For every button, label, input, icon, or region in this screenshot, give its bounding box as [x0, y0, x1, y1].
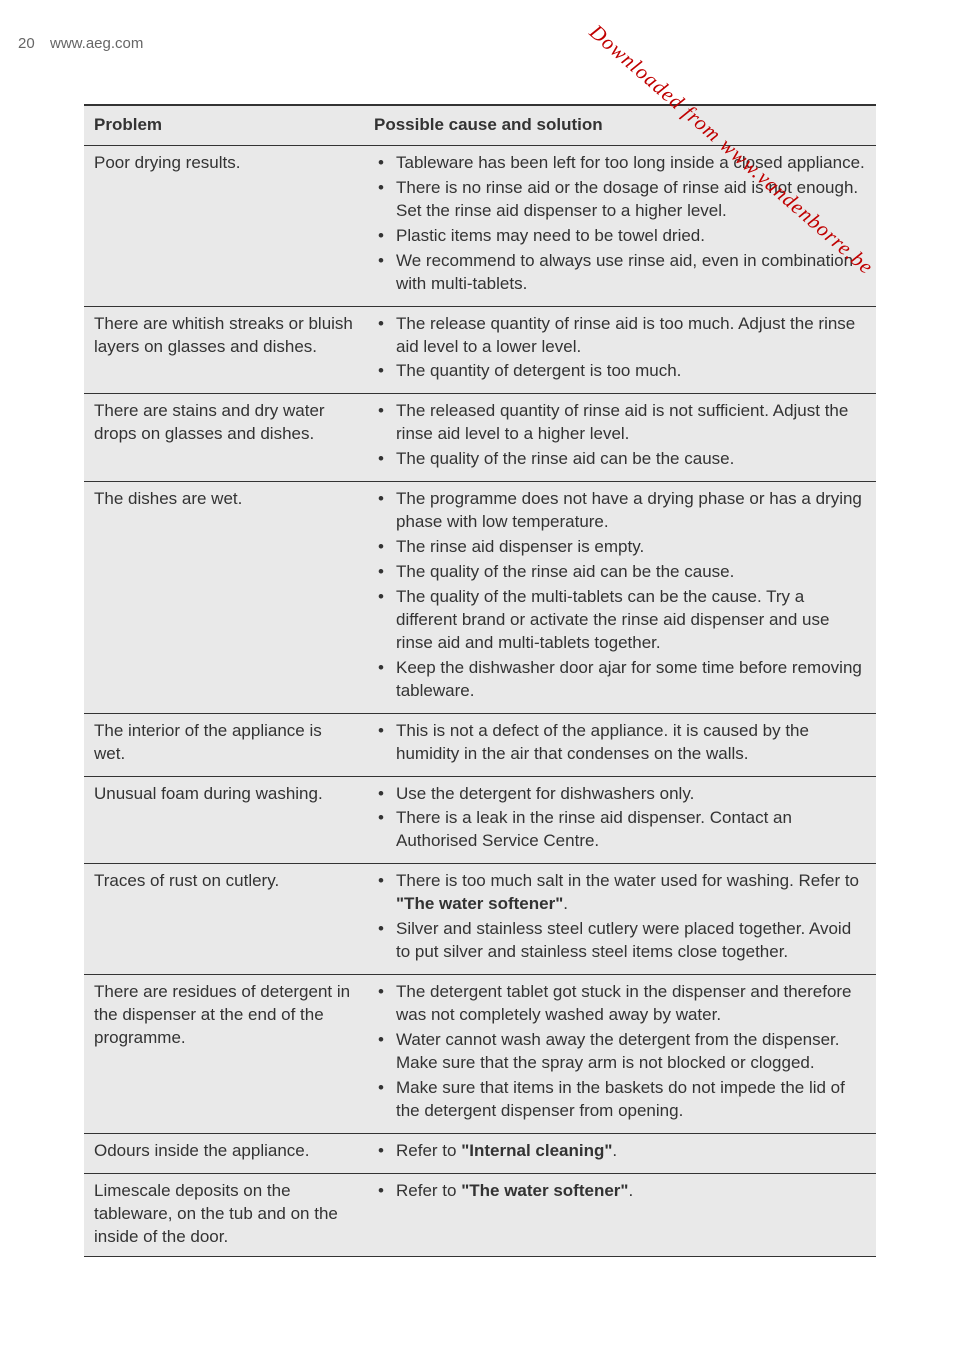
solution-item: Keep the dishwasher door ajar for some t…	[374, 657, 866, 703]
solution-item: Make sure that items in the baskets do n…	[374, 1077, 866, 1123]
table-row: Limescale deposits on the tableware, on …	[84, 1173, 876, 1258]
solution-item: The quality of the multi-tablets can be …	[374, 586, 866, 655]
solution-cell: Refer to "Internal cleaning".	[364, 1134, 876, 1173]
solution-item: The release quantity of rinse aid is too…	[374, 313, 866, 359]
solution-cell: Use the detergent for dishwashers only.T…	[364, 777, 876, 864]
problem-cell: The interior of the appliance is wet.	[84, 714, 364, 776]
solution-list: Refer to "The water softener".	[374, 1180, 866, 1203]
column-header-problem: Problem	[84, 106, 364, 145]
solution-item: There is too much salt in the water used…	[374, 870, 866, 916]
table-row: There are residues of detergent in the d…	[84, 974, 876, 1133]
problem-cell: There are stains and dry water drops on …	[84, 394, 364, 481]
problem-cell: The dishes are wet.	[84, 482, 364, 712]
table-row: Odours inside the appliance. Refer to "In…	[84, 1133, 876, 1173]
solution-cell: The released quantity of rinse aid is no…	[364, 394, 876, 481]
solution-list: The detergent tablet got stuck in the di…	[374, 981, 866, 1123]
solution-cell: The detergent tablet got stuck in the di…	[364, 975, 876, 1133]
solution-item: The released quantity of rinse aid is no…	[374, 400, 866, 446]
solution-item: The rinse aid dispenser is empty.	[374, 536, 866, 559]
solution-item: The programme does not have a drying pha…	[374, 488, 866, 534]
solution-item: The quality of the rinse aid can be the …	[374, 448, 866, 471]
troubleshooting-table: Problem Possible cause and solution Poor…	[84, 104, 876, 1257]
solution-item: Refer to "The water softener".	[374, 1180, 866, 1203]
problem-cell: Unusual foam during washing.	[84, 777, 364, 864]
table-row: There are stains and dry water drops on …	[84, 393, 876, 481]
solution-item: The quantity of detergent is too much.	[374, 360, 866, 383]
reference-link: "Internal cleaning"	[461, 1141, 612, 1160]
problem-cell: Odours inside the appliance.	[84, 1134, 364, 1173]
solution-cell: Tableware has been left for too long ins…	[364, 146, 876, 306]
solution-item: There is no rinse aid or the dosage of r…	[374, 177, 866, 223]
solution-cell: There is too much salt in the water used…	[364, 864, 876, 974]
problem-cell: Poor drying results.	[84, 146, 364, 306]
problem-cell: There are whitish streaks or bluish laye…	[84, 307, 364, 394]
solution-list: Refer to "Internal cleaning".	[374, 1140, 866, 1163]
reference-link: "The water softener"	[461, 1181, 628, 1200]
solution-list: The release quantity of rinse aid is too…	[374, 313, 866, 384]
solution-list: There is too much salt in the water used…	[374, 870, 866, 964]
solution-item: This is not a defect of the appliance. i…	[374, 720, 866, 766]
page-number: 20	[18, 34, 35, 54]
column-header-solution: Possible cause and solution	[364, 106, 876, 145]
solution-item: Refer to "Internal cleaning".	[374, 1140, 866, 1163]
reference-link: "The water softener"	[396, 894, 563, 913]
table-row: Traces of rust on cutlery.There is too m…	[84, 863, 876, 974]
solution-cell: The release quantity of rinse aid is too…	[364, 307, 876, 394]
solution-item: We recommend to always use rinse aid, ev…	[374, 250, 866, 296]
table-row: The dishes are wet.The programme does no…	[84, 481, 876, 712]
problem-cell: Limescale deposits on the tableware, on …	[84, 1174, 364, 1257]
table-row: There are whitish streaks or bluish laye…	[84, 306, 876, 394]
table-row: Unusual foam during washing.Use the dete…	[84, 776, 876, 864]
page-header-url: www.aeg.com	[50, 34, 143, 54]
solution-item: There is a leak in the rinse aid dispens…	[374, 807, 866, 853]
solution-item: The detergent tablet got stuck in the di…	[374, 981, 866, 1027]
solution-cell: The programme does not have a drying pha…	[364, 482, 876, 712]
table-header-row: Problem Possible cause and solution	[84, 104, 876, 145]
solution-list: The programme does not have a drying pha…	[374, 488, 866, 702]
solution-cell: This is not a defect of the appliance. i…	[364, 714, 876, 776]
solution-list: The released quantity of rinse aid is no…	[374, 400, 866, 471]
solution-list: Use the detergent for dishwashers only.T…	[374, 783, 866, 854]
solution-item: The quality of the rinse aid can be the …	[374, 561, 866, 584]
solution-cell: Refer to "The water softener".	[364, 1174, 876, 1257]
table-row: Poor drying results. Tableware has been l…	[84, 145, 876, 306]
table-row: The interior of the appliance is wet.Thi…	[84, 713, 876, 776]
solution-item: Use the detergent for dishwashers only.	[374, 783, 866, 806]
problem-cell: There are residues of detergent in the d…	[84, 975, 364, 1133]
solution-list: This is not a defect of the appliance. i…	[374, 720, 866, 766]
solution-item: Silver and stainless steel cutlery were …	[374, 918, 866, 964]
solution-item: Plastic items may need to be towel dried…	[374, 225, 866, 248]
problem-cell: Traces of rust on cutlery.	[84, 864, 364, 974]
solution-list: Tableware has been left for too long ins…	[374, 152, 866, 296]
solution-item: Water cannot wash away the detergent fro…	[374, 1029, 866, 1075]
solution-item: Tableware has been left for too long ins…	[374, 152, 866, 175]
